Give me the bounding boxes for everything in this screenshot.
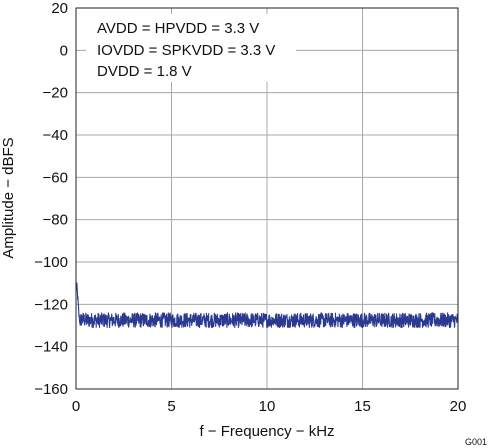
y-axis-label: Amplitude − dBFS bbox=[0, 137, 17, 258]
y-tick-labels: 20 0 −20 −40 −60 −80 −100 −120 −140 −160 bbox=[34, 0, 68, 398]
y-tick-label: −60 bbox=[43, 169, 68, 186]
x-tick-label: 20 bbox=[450, 398, 467, 415]
y-tick-label: −100 bbox=[34, 254, 68, 271]
y-tick-label: −40 bbox=[43, 127, 68, 144]
y-tick-label: 20 bbox=[51, 0, 68, 17]
y-tick-label: −80 bbox=[43, 212, 68, 229]
x-tick-label: 10 bbox=[259, 398, 276, 415]
series-layer bbox=[75, 282, 459, 329]
x-tick-labels: 0 5 10 15 20 bbox=[72, 398, 467, 415]
annotation-line-3: DVDD = 1.8 V bbox=[97, 63, 192, 80]
annotation-line-1: AVDD = HPVDD = 3.3 V bbox=[97, 20, 259, 37]
y-tick-label: −140 bbox=[34, 339, 68, 356]
x-tick-label: 15 bbox=[354, 398, 371, 415]
series-line bbox=[75, 282, 459, 329]
annotation-line-2: IOVDD = SPKVDD = 3.3 V bbox=[97, 42, 275, 59]
annotation-background bbox=[86, 14, 296, 82]
x-tick-label: 5 bbox=[167, 398, 175, 415]
x-axis-label: f − Frequency − kHz bbox=[199, 423, 334, 440]
figure-id: G001 bbox=[465, 437, 487, 447]
grid bbox=[76, 8, 458, 389]
y-tick-label: 0 bbox=[60, 42, 68, 59]
y-tick-label: −20 bbox=[43, 85, 68, 102]
y-tick-label: −160 bbox=[34, 381, 68, 398]
plot-frame bbox=[75, 7, 459, 390]
y-tick-label: −120 bbox=[34, 296, 68, 313]
x-tick-label: 0 bbox=[72, 398, 80, 415]
annotation-box: AVDD = HPVDD = 3.3 V IOVDD = SPKVDD = 3.… bbox=[86, 14, 296, 82]
